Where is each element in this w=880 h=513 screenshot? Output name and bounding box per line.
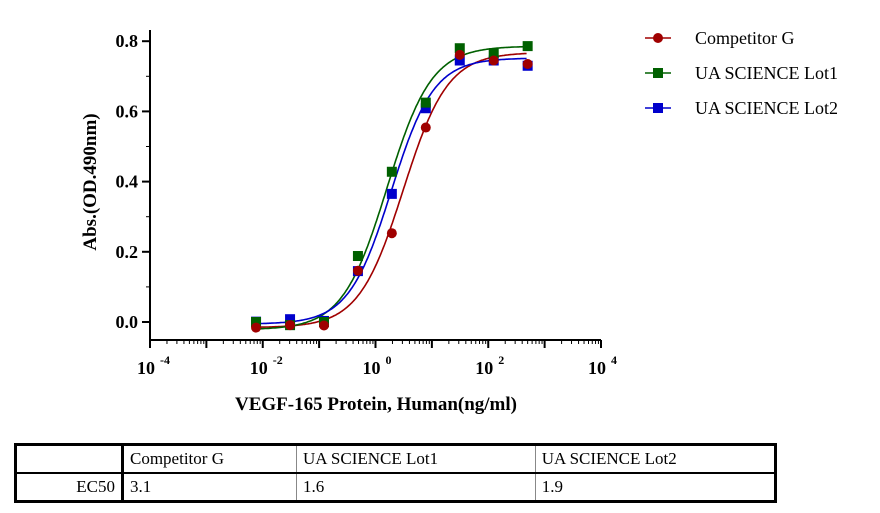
data-point (454, 55, 465, 66)
y-tick-label: 0.4 (116, 172, 139, 192)
ec50-table: Competitor G UA SCIENCE Lot1 UA SCIENCE … (14, 443, 777, 503)
x-tick-label: 10 (588, 358, 606, 378)
legend-marker (653, 103, 663, 113)
data-point (454, 43, 465, 54)
x-tick-exponent: -2 (273, 353, 283, 367)
data-point (251, 317, 262, 327)
legend-label: UA SCIENCE Lot1 (695, 63, 838, 83)
data-point (488, 55, 499, 66)
ec50-chart: 10 -4 10 -2 10 0 10 2 10 4 0.0 0.2 0.4 0.6 0.8 Competi… (80, 28, 838, 415)
x-axis-label: VEGF-165 Protein, Human(ng/ml) (235, 394, 517, 415)
fit-curve-2 (256, 45, 527, 330)
legend-marker (653, 68, 663, 78)
x-tick-exponent: -4 (160, 353, 170, 367)
data-point (420, 97, 431, 108)
data-point (352, 251, 363, 262)
data-point (522, 41, 533, 52)
data-point (488, 48, 499, 59)
data-point (251, 322, 262, 333)
table-header-cell: Competitor G (121, 444, 298, 474)
data-point (454, 49, 465, 60)
data-point (522, 59, 533, 70)
table-header-cell (15, 444, 124, 474)
data-point (420, 122, 431, 133)
data-point (285, 320, 296, 331)
x-tick-exponent: 0 (386, 353, 392, 367)
data-point (386, 188, 397, 199)
x-tick-label: 10 (250, 358, 268, 378)
data-point (386, 228, 397, 239)
x-tick-exponent: 2 (498, 353, 504, 367)
legend-marker (653, 33, 663, 43)
table-header-row: Competitor G UA SCIENCE Lot1 UA SCIENCE … (15, 444, 777, 474)
y-tick-label: 0.2 (116, 242, 139, 262)
data-point (352, 265, 363, 276)
y-tick-label: 0.8 (116, 31, 139, 51)
table-cell: 1.6 (296, 472, 536, 502)
table-cell: 1.9 (534, 472, 777, 502)
y-tick-label: 0.0 (116, 312, 139, 332)
table-header-cell: UA SCIENCE Lot1 (296, 444, 536, 474)
x-tick-exponent: 4 (611, 353, 617, 367)
data-point (420, 103, 431, 114)
y-tick-label: 0.6 (116, 101, 139, 121)
data-point (285, 314, 296, 325)
legend-label: UA SCIENCE Lot2 (695, 98, 838, 118)
data-point (386, 166, 397, 177)
fit-curve-1 (256, 52, 527, 328)
y-axis-label: Abs.(OD.490nm) (80, 113, 101, 250)
table-header-cell: UA SCIENCE Lot2 (534, 444, 777, 474)
table-row: EC50 3.1 1.6 1.9 (15, 472, 777, 502)
x-tick-label: 10 (475, 358, 493, 378)
x-tick-label: 10 (363, 358, 381, 378)
legend-label: Competitor G (695, 28, 795, 48)
x-tick-label: 10 (137, 358, 155, 378)
row-label: EC50 (15, 472, 124, 502)
table-cell: 3.1 (121, 472, 298, 502)
data-point (318, 320, 329, 331)
